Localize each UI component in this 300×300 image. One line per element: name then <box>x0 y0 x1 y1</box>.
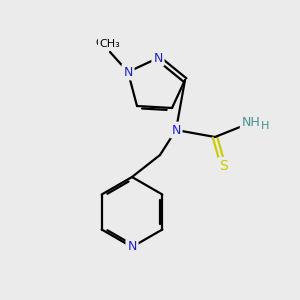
Text: N: N <box>153 52 163 64</box>
Text: NH: NH <box>242 116 260 130</box>
Text: N: N <box>127 241 137 254</box>
Text: S: S <box>220 159 228 173</box>
Text: CH₃: CH₃ <box>96 38 116 48</box>
Text: H: H <box>261 121 269 131</box>
Text: CH₃: CH₃ <box>100 39 120 49</box>
Text: N: N <box>171 124 181 136</box>
Text: N: N <box>123 65 133 79</box>
